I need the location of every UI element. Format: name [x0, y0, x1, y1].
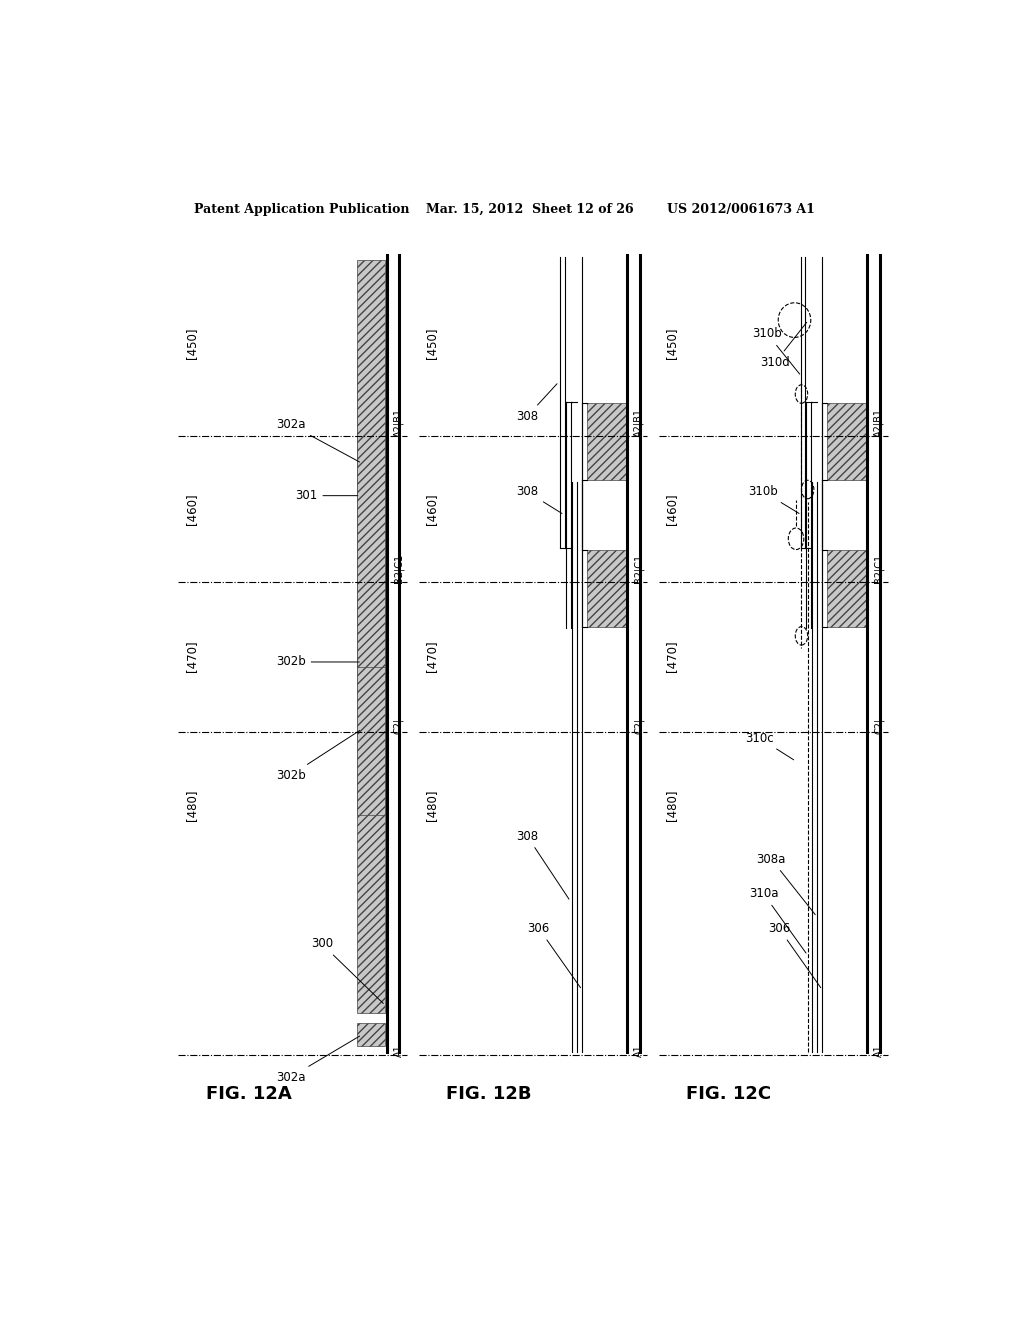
- Text: [460]: [460]: [665, 492, 678, 524]
- Text: [470]: [470]: [665, 640, 678, 672]
- Text: A1: A1: [394, 1044, 403, 1057]
- Text: A2|B1: A2|B1: [393, 408, 403, 437]
- Text: [480]: [480]: [184, 789, 198, 821]
- Text: B2|C1: B2|C1: [393, 554, 403, 583]
- Text: [460]: [460]: [184, 492, 198, 524]
- Text: [470]: [470]: [425, 640, 438, 672]
- Bar: [587, 549, 626, 627]
- Text: 302b: 302b: [275, 730, 359, 781]
- Text: [460]: [460]: [425, 492, 438, 524]
- Text: [450]: [450]: [425, 327, 438, 359]
- Text: [480]: [480]: [425, 789, 438, 821]
- Ellipse shape: [796, 627, 808, 645]
- Text: B2|C1: B2|C1: [873, 554, 885, 583]
- Text: 308: 308: [516, 486, 562, 513]
- Text: [450]: [450]: [665, 327, 678, 359]
- Text: B2|C1: B2|C1: [634, 554, 644, 583]
- Text: US 2012/0061673 A1: US 2012/0061673 A1: [667, 203, 814, 216]
- Bar: [827, 549, 866, 627]
- Text: 302a: 302a: [276, 1036, 359, 1084]
- Text: [450]: [450]: [184, 327, 198, 359]
- Text: 302a: 302a: [276, 418, 359, 462]
- Text: 308: 308: [516, 384, 557, 422]
- Text: 310a: 310a: [749, 887, 806, 953]
- Bar: [357, 1023, 385, 1047]
- Text: 310c: 310c: [745, 731, 794, 760]
- Ellipse shape: [778, 302, 811, 338]
- Text: 306: 306: [768, 921, 821, 987]
- Text: Patent Application Publication: Patent Application Publication: [194, 203, 410, 216]
- Text: A1: A1: [874, 1044, 885, 1057]
- Text: A2|B1: A2|B1: [634, 408, 644, 437]
- Text: FIG. 12B: FIG. 12B: [445, 1085, 531, 1104]
- Text: 306: 306: [527, 921, 581, 987]
- Text: C2|: C2|: [634, 717, 644, 734]
- Bar: [587, 404, 626, 480]
- Ellipse shape: [802, 480, 814, 499]
- Bar: [357, 350, 385, 642]
- Text: 302b: 302b: [275, 656, 359, 668]
- Bar: [357, 445, 385, 1014]
- Text: 308a: 308a: [757, 853, 815, 915]
- Text: [480]: [480]: [665, 789, 678, 821]
- Text: [470]: [470]: [184, 640, 198, 672]
- Text: 310d: 310d: [760, 322, 807, 370]
- Text: C2|: C2|: [393, 717, 403, 734]
- Text: C2|: C2|: [873, 717, 885, 734]
- Bar: [357, 508, 385, 816]
- Text: Mar. 15, 2012  Sheet 12 of 26: Mar. 15, 2012 Sheet 12 of 26: [426, 203, 634, 216]
- Text: 310b: 310b: [753, 327, 800, 374]
- Text: A2|B1: A2|B1: [873, 408, 885, 437]
- Bar: [827, 404, 866, 480]
- Text: 310b: 310b: [749, 486, 799, 513]
- Text: FIG. 12A: FIG. 12A: [206, 1085, 291, 1104]
- Bar: [357, 260, 385, 667]
- Ellipse shape: [796, 385, 808, 404]
- Text: A1: A1: [634, 1044, 644, 1057]
- Text: FIG. 12C: FIG. 12C: [686, 1085, 771, 1104]
- Text: 308: 308: [516, 829, 569, 899]
- Ellipse shape: [788, 528, 804, 549]
- Text: 301: 301: [295, 490, 357, 502]
- Text: 300: 300: [310, 937, 383, 1003]
